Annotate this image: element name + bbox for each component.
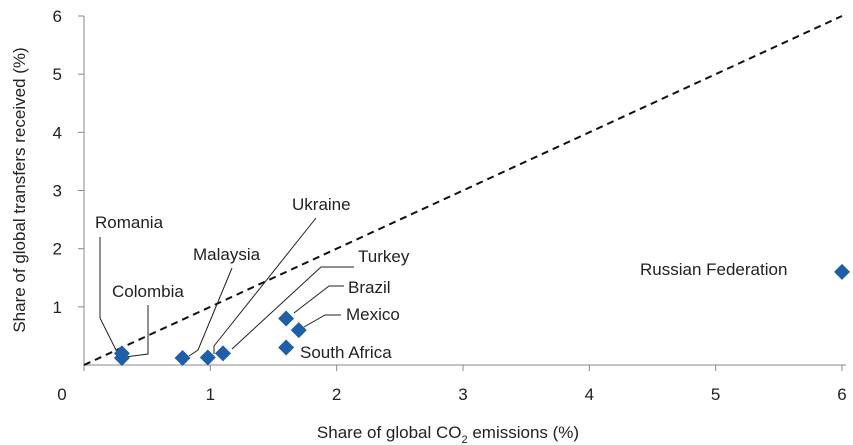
label-leader-lines: [99, 217, 354, 358]
y-tick-label: 6: [53, 7, 62, 26]
x-axis-title-suffix: emissions (%): [468, 423, 579, 442]
point-label-south-africa: South Africa: [300, 343, 392, 362]
data-points: [113, 263, 850, 367]
x-tick-label: 2: [332, 385, 341, 404]
point-label-mexico: Mexico: [346, 305, 400, 324]
point-label-romania: Romania: [95, 213, 164, 232]
x-axis-title: Share of global CO2 emissions (%): [317, 423, 579, 445]
leader-line-ukraine: [213, 217, 317, 354]
point-labels: Romania Colombia Malaysia Ukraine Turkey Braz…: [95, 195, 787, 362]
point-label-russian-federation: Russian Federation: [640, 260, 787, 279]
y-tick-label: 5: [53, 65, 62, 84]
leader-line-turkey: [231, 266, 354, 350]
leader-line-brazil: [293, 285, 344, 314]
y-tick-label: 1: [53, 298, 62, 317]
data-point-russian-federation: [834, 263, 850, 280]
data-point-colombia: [113, 350, 130, 367]
data-point-south-africa: [278, 339, 295, 356]
data-point-mexico: [290, 322, 307, 339]
leader-line-malaysia: [188, 267, 233, 357]
y-tick-label: 4: [53, 123, 62, 142]
data-point-malaysia: [174, 350, 191, 367]
x-tick-label: 0: [57, 385, 66, 404]
leader-line-mexico: [303, 314, 341, 328]
data-point-turkey: [214, 345, 231, 362]
point-label-turkey: Turkey: [358, 247, 410, 266]
x-tick-label: 5: [711, 385, 720, 404]
point-label-brazil: Brazil: [348, 278, 391, 297]
ticks: 0 1 2 3 4 5 6 1 2 3 4 5 6: [53, 7, 847, 404]
point-label-ukraine: Ukraine: [292, 195, 351, 214]
data-point-ukraine: [199, 349, 216, 366]
leader-line-romania: [99, 237, 118, 353]
x-axis-title-main: Share of global CO: [317, 423, 462, 442]
y-axis-title: Share of global transfers received (%): [10, 47, 29, 332]
data-point-brazil: [278, 310, 295, 327]
parity-reference-line: [83, 15, 843, 366]
y-tick-label: 3: [53, 182, 62, 201]
leader-line-colombia: [124, 305, 149, 358]
x-tick-label: 1: [206, 385, 215, 404]
x-axis-title-subscript: 2: [462, 434, 468, 445]
x-tick-label: 4: [585, 385, 594, 404]
point-label-malaysia: Malaysia: [193, 245, 261, 264]
point-label-colombia: Colombia: [112, 282, 184, 301]
x-tick-label: 3: [458, 385, 467, 404]
y-tick-label: 2: [53, 240, 62, 259]
x-tick-label: 6: [837, 385, 846, 404]
